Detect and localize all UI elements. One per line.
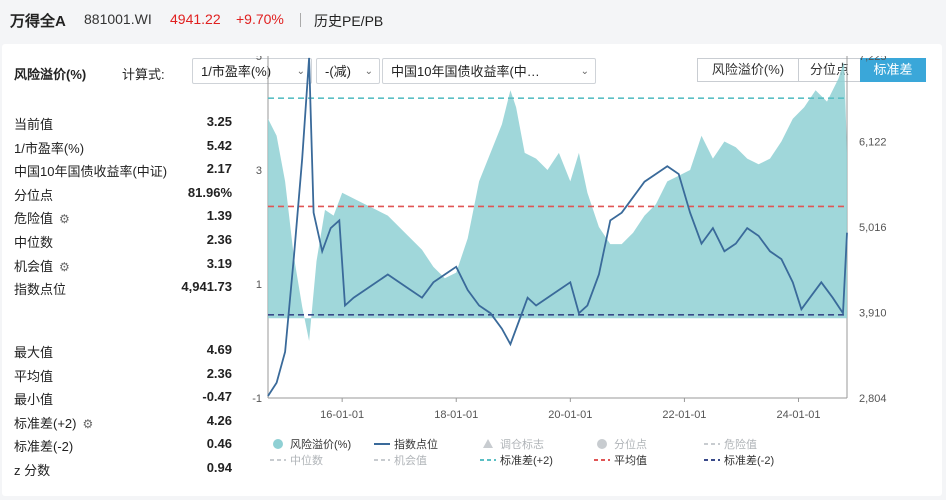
stat-row: 平均值 2.36 (14, 366, 232, 384)
pe-pb-link[interactable]: 历史PE/PB (314, 13, 384, 29)
stat-label: 1/市盈率(%) (14, 140, 85, 156)
stat-row: 分位点 81.96% (14, 185, 232, 203)
legend-label: 中位数 (290, 453, 323, 467)
stat-row: 当前值 3.25 (14, 114, 232, 132)
legend-marker (483, 439, 493, 448)
rate-value: 中国10年国债收益率(中… (391, 64, 540, 79)
stat-label: 中国10年国债收益率(中证) (14, 164, 168, 180)
numerator-value: 1/市盈率(%) (201, 64, 272, 79)
stat-value: 3.19 (206, 255, 232, 271)
y-right-tick: 6,122 (859, 136, 887, 148)
stat-row: 标准差(+2) ⚙ 4.26 (14, 413, 232, 431)
stat-row: 危险值 ⚙ 1.39 (14, 208, 232, 226)
stat-row: 机会值 ⚙ 3.19 (14, 256, 232, 274)
stat-label: 标准差(+2) ⚙ (14, 415, 94, 431)
stat-label: 标准差(-2) (14, 439, 74, 455)
x-tick: 18-01-01 (434, 409, 478, 421)
stat-row: 最小值 -0.47 (14, 389, 232, 407)
stat-row: 标准差(-2) 0.46 (14, 436, 232, 454)
stat-row: 中国10年国债收益率(中证) 2.17 (14, 161, 232, 179)
divider (300, 13, 301, 27)
stat-value: 0.94 (206, 460, 232, 475)
stat-label: 危险值 ⚙ (14, 211, 70, 227)
legend-label: 标准差(+2) (500, 453, 553, 467)
stat-value: 4.26 (206, 412, 232, 428)
risk-premium-chart: 5 3 1 -1 7,225 6,122 5,016 3,910 2,804 16-01-01 18… (252, 56, 887, 467)
stat-row: 最大值 4.69 (14, 342, 232, 360)
y-right-tick: 7,225 (859, 56, 887, 63)
legend-label: 调仓标志 (500, 437, 544, 451)
index-code: 881001.WI (84, 11, 152, 27)
stat-label: z 分数 (14, 463, 51, 478)
x-tick: 20-01-01 (548, 409, 592, 421)
chevron-down-icon: ⌄ (364, 66, 373, 77)
operator-value: -(减) (325, 64, 351, 79)
legend-label: 标准差(-2) (724, 453, 774, 467)
legend-label: 危险值 (724, 437, 757, 451)
stat-label: 当前值 (14, 117, 54, 132)
operator-select[interactable]: -(减) ⌄ (316, 58, 380, 84)
percentile-button[interactable]: 分位点 (798, 58, 861, 82)
stat-value: 5.42 (206, 137, 232, 153)
chevron-down-icon: ⌄ (296, 66, 305, 77)
stat-label: 中位数 (14, 235, 54, 250)
index-change: +9.70% (236, 11, 284, 27)
legend-marker (597, 439, 607, 449)
risk-premium-area (268, 61, 847, 341)
y-left-tick: 1 (256, 279, 262, 291)
title-bar: 万得全A 881001.WI 4941.22 +9.70% 历史PE/PB (0, 0, 946, 40)
panel-title: 风险溢价(%) (14, 67, 87, 82)
std-dev-button[interactable]: 标准差 (860, 58, 926, 82)
y-right-tick: 5,016 (859, 222, 887, 234)
index-price: 4941.22 (170, 11, 221, 27)
legend-label: 机会值 (394, 453, 427, 467)
y-left-tick: -1 (252, 393, 262, 405)
gear-icon[interactable]: ⚙ (59, 212, 70, 227)
gear-icon[interactable]: ⚙ (59, 259, 70, 274)
legend-marker (273, 439, 283, 449)
rate-select[interactable]: 中国10年国债收益率(中… ⌄ (382, 58, 596, 84)
stat-value: -0.47 (202, 389, 232, 405)
stat-value: 2.36 (206, 365, 232, 381)
chevron-down-icon: ⌄ (580, 66, 589, 77)
x-tick: 16-01-01 (320, 409, 364, 421)
calc-label: 计算式: (122, 67, 165, 82)
stat-value: 0.46 (206, 436, 232, 452)
stat-label: 平均值 (14, 368, 54, 384)
stat-label: 最大值 (14, 345, 54, 360)
index-line (267, 57, 848, 397)
legend-label: 指数点位 (394, 437, 438, 451)
legend-label: 平均值 (614, 454, 647, 467)
stat-label: 指数点位 (14, 282, 67, 298)
stat-label: 机会值 ⚙ (14, 258, 70, 274)
stat-value: 2.17 (206, 161, 232, 177)
stat-value: 4,941.73 (181, 279, 232, 295)
y-right-tick: 2,804 (859, 393, 887, 405)
gear-icon[interactable]: ⚙ (82, 416, 94, 431)
stat-value: 81.96% (187, 184, 232, 200)
stat-row: z 分数 0.94 (14, 460, 232, 478)
legend-label: 分位点 (614, 437, 647, 451)
stat-value: 1.39 (206, 208, 232, 224)
y-right-tick: 3,910 (859, 307, 887, 319)
x-tick: 24-01-01 (776, 409, 820, 421)
y-left-tick: 5 (256, 56, 262, 63)
stat-value: 3.25 (206, 114, 232, 129)
stat-value: 2.36 (206, 232, 232, 247)
stat-row: 指数点位 4,941.73 (14, 279, 232, 297)
stat-value: 4.69 (206, 342, 232, 357)
numerator-select[interactable]: 1/市盈率(%) ⌄ (192, 58, 312, 84)
legend-label: 风险溢价(%) (290, 437, 351, 451)
x-tick: 22-01-01 (662, 409, 706, 421)
y-left-tick: 3 (256, 165, 262, 177)
stat-label: 最小值 (14, 392, 54, 408)
index-name: 万得全A (10, 13, 66, 30)
stat-row: 中位数 2.36 (14, 232, 232, 250)
stat-row: 1/市盈率(%) 5.42 (14, 138, 232, 156)
stat-label: 分位点 (14, 187, 54, 203)
